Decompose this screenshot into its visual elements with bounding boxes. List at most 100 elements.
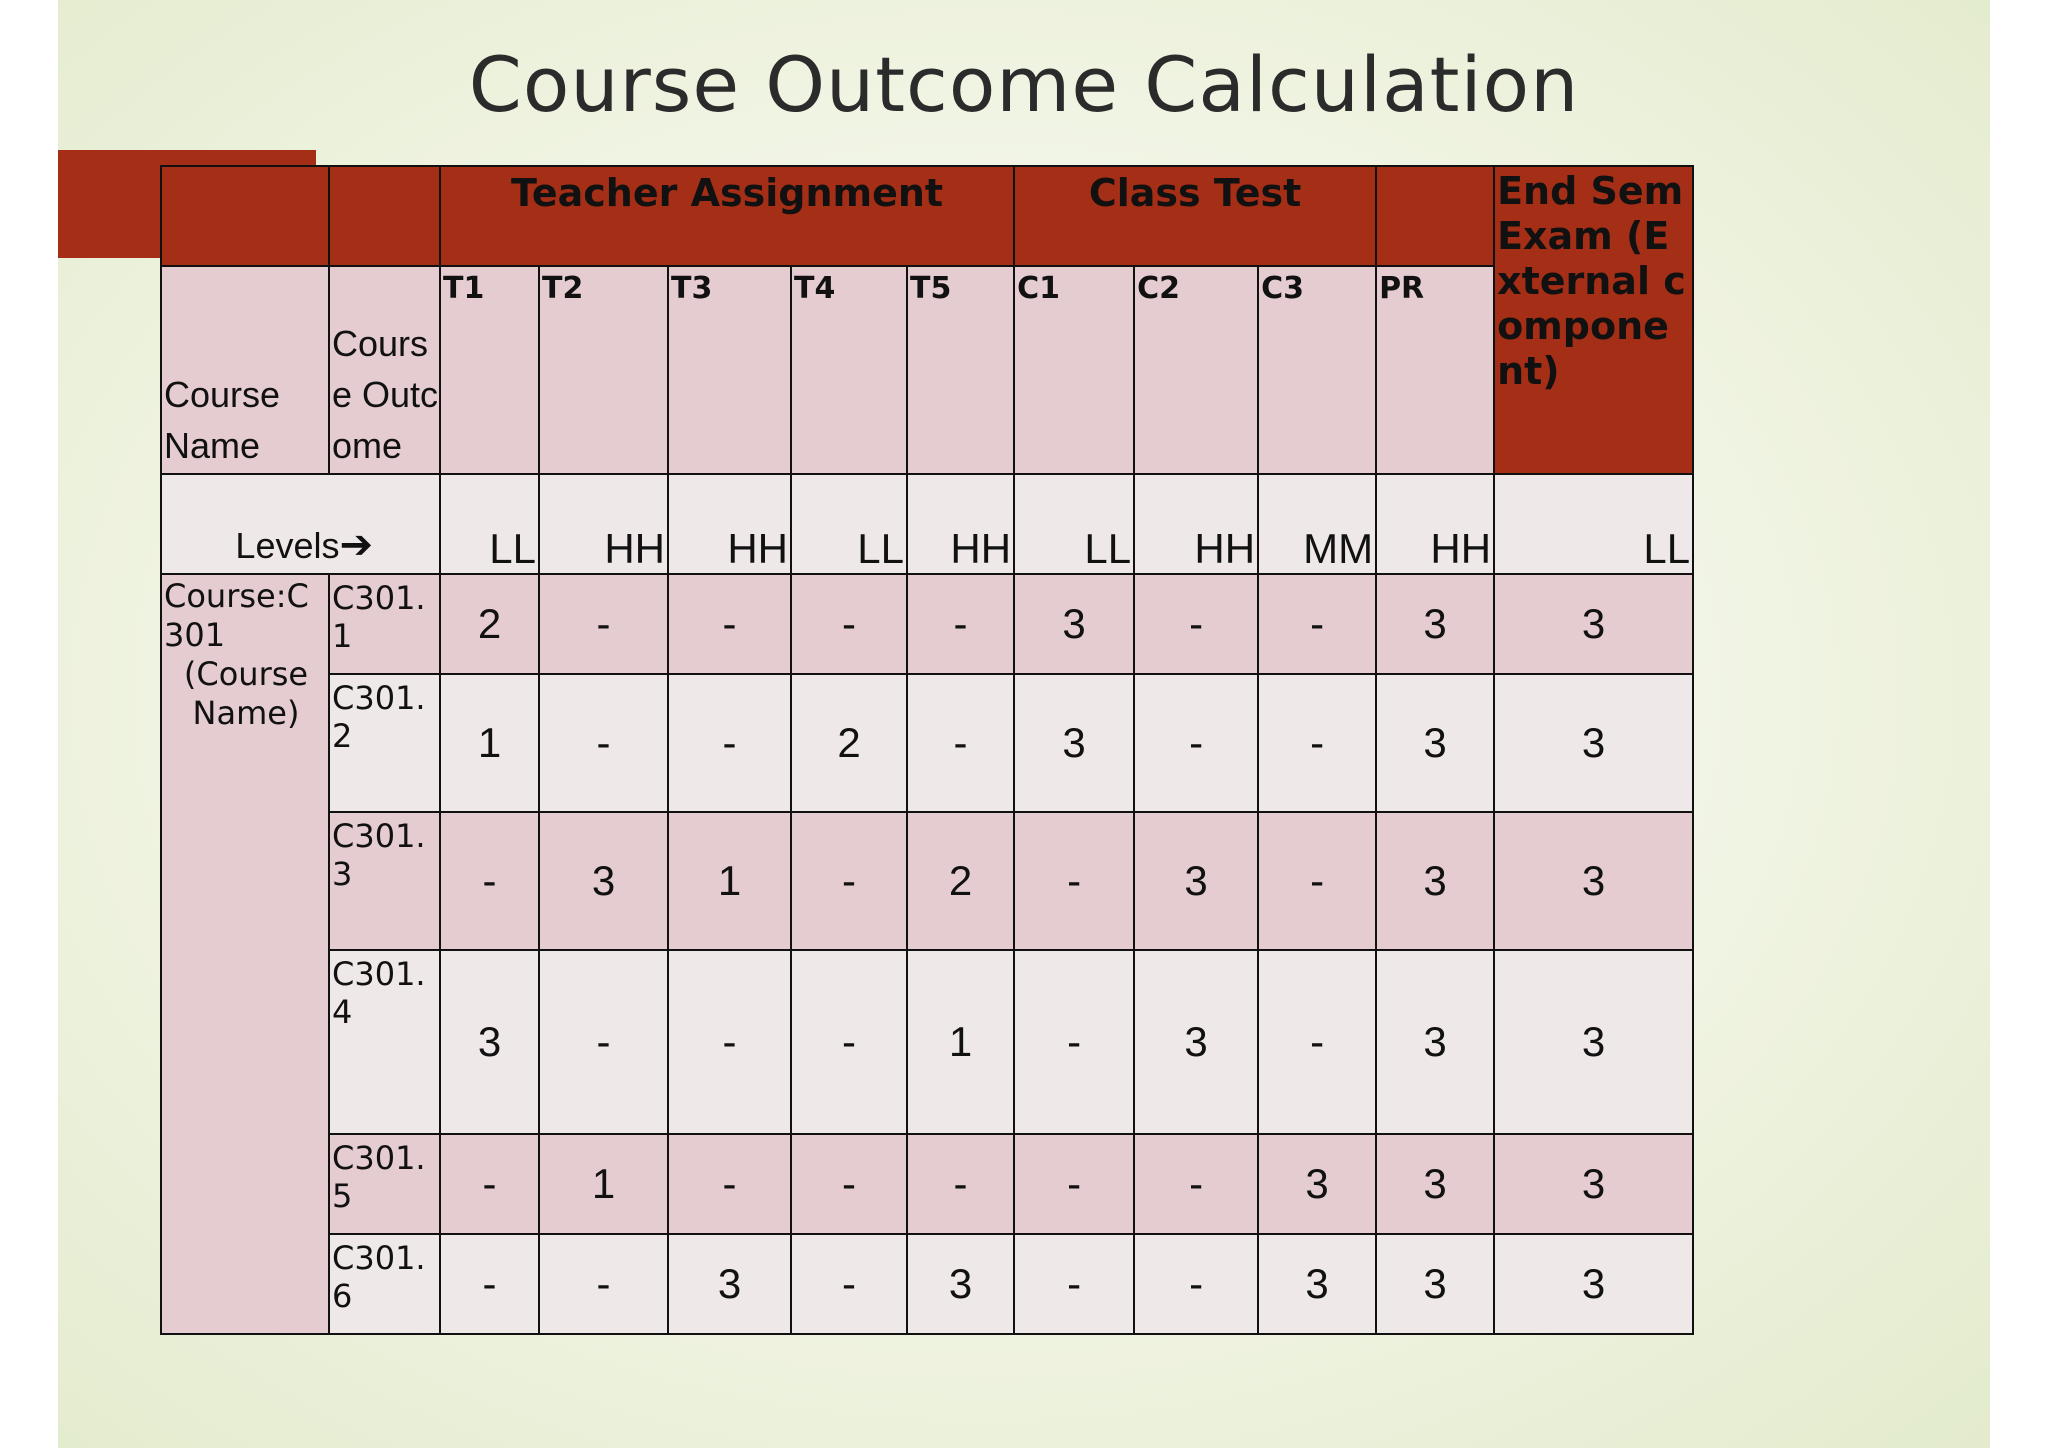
teacher-assignment-header: Teacher Assignment bbox=[438, 165, 1016, 267]
mapping-value-cell: - bbox=[1257, 949, 1378, 1135]
header-row-columns: Course Name Course Outcome T1 T2 T3 T4 T5 C1 C… bbox=[160, 265, 1693, 475]
mapping-value-cell: - bbox=[790, 811, 908, 951]
mapping-value-cell: 3 bbox=[905, 1233, 1016, 1335]
mapping-value-cell: 3 bbox=[1013, 573, 1136, 675]
course-outcome-id: C301.4 bbox=[328, 949, 441, 1135]
header-row-groups: Teacher Assignment Class Test End Sem Ex… bbox=[160, 165, 1695, 475]
mapping-value-cell: 1 bbox=[439, 673, 540, 813]
course-outcome-id: C301.3 bbox=[328, 811, 441, 951]
mapping-value-cell: - bbox=[1133, 573, 1260, 675]
class-test-header: Class Test bbox=[1013, 165, 1378, 267]
mapping-value-cell: 3 bbox=[1257, 1133, 1378, 1235]
slide-title: Course Outcome Calculation bbox=[468, 40, 1580, 129]
table-body: Teacher Assignment Class Test End Sem Ex… bbox=[160, 165, 1695, 1335]
sub-header-t1: T1 bbox=[439, 265, 540, 475]
level-cell: LL bbox=[1013, 473, 1136, 575]
mapping-value-cell: - bbox=[790, 573, 908, 675]
table-row: C301.4 3- - -1-3-3 3 bbox=[161, 949, 1695, 1135]
mapping-value-cell: 1 bbox=[905, 949, 1016, 1135]
mapping-value-cell: - bbox=[667, 949, 792, 1135]
course-outcome-header: Course Outcome bbox=[328, 265, 441, 475]
table-row: C301.5-1- - - - -3 3 3 bbox=[161, 1133, 1695, 1235]
mapping-value-cell: - bbox=[905, 1133, 1016, 1235]
sub-header-c3: C3 bbox=[1257, 265, 1378, 475]
table-row: Course:C301 (Course Name) C301.1 2- - - -3- -3 3 bbox=[160, 573, 1695, 1335]
course-name-cell: Course:C301 (Course Name) bbox=[160, 573, 330, 1335]
course-outcome-id: C301.2 bbox=[328, 673, 441, 813]
mapping-value-cell: - bbox=[538, 673, 669, 813]
course-outcome-id: C301.6 bbox=[328, 1233, 441, 1335]
mapping-value-cell: 3 bbox=[1257, 1233, 1378, 1335]
level-cell: HH bbox=[1375, 473, 1496, 575]
course-name-header: Course Name bbox=[160, 265, 330, 475]
course-code: Course:C301 bbox=[164, 577, 309, 654]
level-cell: LL bbox=[790, 473, 908, 575]
mapping-value-cell: - bbox=[905, 673, 1016, 813]
mapping-value-cell: - bbox=[667, 573, 792, 675]
level-cell: HH bbox=[538, 473, 669, 575]
mapping-value-cell: 1 bbox=[667, 811, 792, 951]
table-row: C301.3-3 1-2-3-3 3 bbox=[161, 811, 1695, 951]
levels-cell: Levels➔ bbox=[160, 473, 441, 575]
mapping-value-cell: 3 bbox=[1013, 673, 1136, 813]
levels-label: Levels bbox=[235, 525, 340, 566]
mapping-value-cell: 3 bbox=[1493, 1133, 1695, 1235]
mapping-value-cell: - bbox=[790, 949, 908, 1135]
sub-header-pr: PR bbox=[1375, 265, 1496, 475]
mapping-value-cell: 3 bbox=[439, 949, 540, 1135]
mapping-value-cell: 3 bbox=[538, 811, 669, 951]
mapping-value-cell: - bbox=[667, 673, 792, 813]
mapping-value-cell: 1 bbox=[538, 1133, 669, 1235]
end-sem-exam-header: End Sem Exam (External component) bbox=[1493, 165, 1695, 475]
level-cell: LL bbox=[439, 473, 540, 575]
slide: Course Outcome Calculation Teacher Assig… bbox=[58, 0, 1990, 1448]
table-row: C301.6- -3-3- -3 3 3 bbox=[161, 1233, 1695, 1335]
mapping-value-cell: 3 bbox=[1375, 949, 1496, 1135]
sub-header-t3: T3 bbox=[667, 265, 792, 475]
mapping-value-cell: - bbox=[1013, 1233, 1136, 1335]
level-cell: HH bbox=[1133, 473, 1260, 575]
sub-header-t4: T4 bbox=[790, 265, 908, 475]
level-cell: LL bbox=[1493, 473, 1695, 575]
right-arrow-icon: ➔ bbox=[339, 522, 373, 568]
mapping-value-cell: 3 bbox=[1133, 811, 1260, 951]
course-outcome-table: Teacher Assignment Class Test End Sem Ex… bbox=[160, 165, 1695, 1335]
mapping-value-cell: - bbox=[1133, 1233, 1260, 1335]
mapping-value-cell: 3 bbox=[1375, 573, 1496, 675]
course-name-placeholder: (Course Name) bbox=[183, 655, 309, 732]
mapping-value-cell: - bbox=[1013, 1133, 1136, 1235]
mapping-value-cell: - bbox=[1257, 573, 1378, 675]
header-blank-pr bbox=[1375, 165, 1496, 267]
sub-header-c1: C1 bbox=[1013, 265, 1136, 475]
table-row: C301.2 1- -2-3- -3 3 bbox=[161, 673, 1695, 813]
sub-header-t2: T2 bbox=[538, 265, 669, 475]
mapping-value-cell: 2 bbox=[439, 573, 540, 675]
mapping-value-cell: - bbox=[1257, 811, 1378, 951]
header-blank-2 bbox=[328, 165, 441, 267]
level-cell: MM bbox=[1257, 473, 1378, 575]
mapping-value-cell: 3 bbox=[1493, 811, 1695, 951]
mapping-value-cell: - bbox=[439, 1133, 540, 1235]
mapping-value-cell: 2 bbox=[905, 811, 1016, 951]
sub-header-t5: T5 bbox=[905, 265, 1016, 475]
mapping-value-cell: 3 bbox=[1375, 811, 1496, 951]
mapping-value-cell: 3 bbox=[1375, 1233, 1496, 1335]
mapping-value-cell: 3 bbox=[1493, 673, 1695, 813]
mapping-value-cell: 3 bbox=[1375, 1133, 1496, 1235]
header-blank-1 bbox=[160, 165, 330, 267]
level-cell: HH bbox=[667, 473, 792, 575]
mapping-value-cell: - bbox=[1013, 949, 1136, 1135]
mapping-value-cell: 3 bbox=[1493, 949, 1695, 1135]
mapping-value-cell: - bbox=[667, 1133, 792, 1235]
accent-tab bbox=[298, 150, 316, 168]
mapping-value-cell: - bbox=[1133, 673, 1260, 813]
mapping-value-cell: - bbox=[538, 1233, 669, 1335]
mapping-value-cell: - bbox=[1257, 673, 1378, 813]
mapping-value-cell: - bbox=[439, 811, 540, 951]
mapping-value-cell: - bbox=[439, 1233, 540, 1335]
course-outcome-id: C301.1 bbox=[328, 573, 441, 675]
sub-header-c2: C2 bbox=[1133, 265, 1260, 475]
mapping-value-cell: - bbox=[790, 1233, 908, 1335]
mapping-value-cell: 3 bbox=[1375, 673, 1496, 813]
mapping-value-cell: 3 bbox=[667, 1233, 792, 1335]
